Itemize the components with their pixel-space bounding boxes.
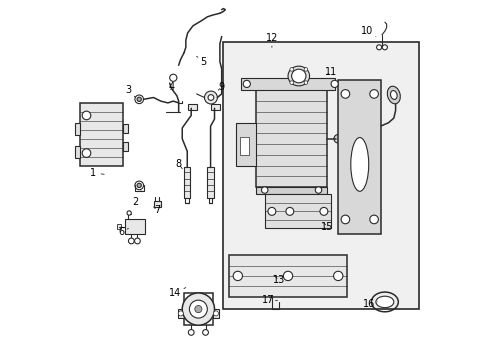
Circle shape: [243, 80, 250, 87]
Bar: [177, 309, 184, 318]
Circle shape: [304, 81, 308, 84]
Bar: [123, 125, 128, 134]
Circle shape: [370, 90, 378, 98]
Circle shape: [182, 293, 215, 325]
Ellipse shape: [351, 138, 368, 191]
Text: 13: 13: [273, 275, 285, 285]
Text: 9: 9: [218, 82, 225, 92]
Text: 4: 4: [169, 82, 174, 92]
Bar: [80, 103, 123, 166]
Circle shape: [135, 181, 144, 190]
Circle shape: [195, 306, 202, 313]
Bar: [207, 167, 214, 198]
Bar: [184, 293, 213, 325]
Bar: [256, 90, 327, 187]
Bar: [184, 167, 191, 198]
Bar: [223, 42, 419, 309]
Bar: [240, 137, 248, 155]
Text: 2: 2: [132, 191, 141, 207]
Circle shape: [315, 187, 322, 193]
Circle shape: [190, 300, 207, 318]
Circle shape: [135, 238, 140, 244]
Text: 7: 7: [153, 206, 160, 216]
Circle shape: [331, 80, 338, 87]
Circle shape: [290, 68, 294, 71]
Circle shape: [341, 90, 350, 98]
Circle shape: [283, 271, 293, 280]
Circle shape: [137, 97, 141, 102]
Circle shape: [82, 111, 91, 120]
Circle shape: [178, 311, 183, 316]
Text: 12: 12: [266, 33, 278, 47]
Circle shape: [268, 207, 276, 215]
Circle shape: [334, 134, 343, 143]
Bar: [236, 123, 256, 166]
Text: 6: 6: [118, 227, 128, 237]
Bar: [188, 104, 196, 110]
Ellipse shape: [391, 91, 397, 99]
Circle shape: [377, 45, 382, 50]
Circle shape: [320, 207, 328, 215]
Circle shape: [334, 271, 343, 280]
Circle shape: [127, 211, 131, 215]
Ellipse shape: [376, 296, 394, 308]
Bar: [153, 201, 161, 207]
Circle shape: [203, 329, 208, 335]
Text: 11: 11: [325, 67, 337, 77]
Bar: [117, 224, 122, 229]
Text: 10: 10: [361, 26, 376, 37]
Circle shape: [204, 91, 218, 104]
Text: 8: 8: [175, 159, 182, 169]
Bar: [256, 187, 327, 194]
Bar: [75, 146, 80, 158]
Ellipse shape: [288, 66, 310, 86]
Circle shape: [304, 68, 308, 71]
Circle shape: [370, 215, 378, 224]
Circle shape: [341, 215, 350, 224]
Text: 14: 14: [169, 288, 186, 298]
Circle shape: [290, 81, 294, 84]
Circle shape: [170, 74, 177, 81]
Bar: [265, 194, 331, 228]
Text: 17: 17: [262, 295, 274, 305]
Bar: [229, 255, 347, 297]
Circle shape: [137, 183, 141, 188]
Circle shape: [262, 187, 268, 193]
Circle shape: [135, 95, 144, 104]
Circle shape: [208, 95, 214, 100]
Ellipse shape: [292, 69, 306, 83]
Bar: [213, 309, 219, 318]
Text: 5: 5: [196, 56, 207, 67]
Circle shape: [233, 271, 243, 280]
Circle shape: [82, 149, 91, 157]
Circle shape: [214, 311, 219, 316]
Text: 16: 16: [363, 299, 378, 309]
Bar: [338, 80, 381, 234]
Circle shape: [128, 238, 134, 244]
Text: 1: 1: [90, 168, 104, 178]
Bar: [242, 78, 335, 90]
Text: 3: 3: [125, 85, 136, 98]
Bar: [125, 220, 145, 234]
Bar: [75, 123, 80, 135]
Circle shape: [188, 329, 194, 335]
Bar: [211, 104, 220, 110]
Circle shape: [382, 45, 388, 50]
Text: 15: 15: [321, 222, 334, 231]
Circle shape: [286, 207, 294, 215]
Bar: [123, 142, 128, 151]
Ellipse shape: [387, 86, 400, 104]
